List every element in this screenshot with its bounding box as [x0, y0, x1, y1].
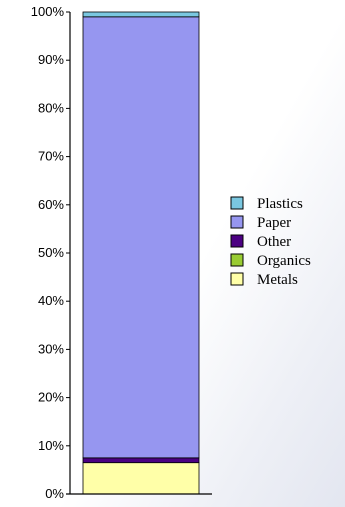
y-tick-label: 100%: [31, 4, 65, 19]
bar-segment-metals: [82, 462, 200, 495]
legend-swatch-plastics: [230, 196, 244, 210]
legend-label-plastics: Plastics: [257, 196, 303, 212]
y-tick-label: 10%: [38, 438, 64, 453]
y-tick-label: 30%: [38, 341, 64, 356]
legend-label-paper: Paper: [257, 215, 291, 231]
y-tick-label: 40%: [38, 293, 64, 308]
bar-segment-paper: [82, 16, 200, 459]
y-tick-label: 50%: [38, 245, 64, 260]
y-tick-label: 20%: [38, 390, 64, 405]
y-tick-label: 90%: [38, 52, 64, 67]
y-tick-label: 0%: [45, 486, 64, 501]
bar-segment-plastics: [82, 11, 200, 18]
legend-label-metals: Metals: [257, 272, 298, 288]
y-axis-ticks: 0% 10% 20% 30% 40% 50% 60% 70% 80% 90% 100%: [31, 4, 70, 501]
bar-segment-other: [82, 457, 200, 464]
bar-segments: [82, 11, 200, 495]
y-tick-label: 70%: [38, 149, 64, 164]
legend-swatch-other: [230, 234, 244, 248]
legend-label-other: Other: [257, 234, 291, 250]
legend-label-organics: Organics: [257, 253, 311, 269]
y-tick-label: 80%: [38, 100, 64, 115]
y-tick-label: 60%: [38, 197, 64, 212]
legend-swatch-metals: [230, 272, 244, 286]
legend-swatch-organics: [230, 253, 244, 267]
legend: Plastics Paper Other Organics Metals: [230, 196, 311, 288]
legend-swatch-paper: [230, 215, 244, 229]
